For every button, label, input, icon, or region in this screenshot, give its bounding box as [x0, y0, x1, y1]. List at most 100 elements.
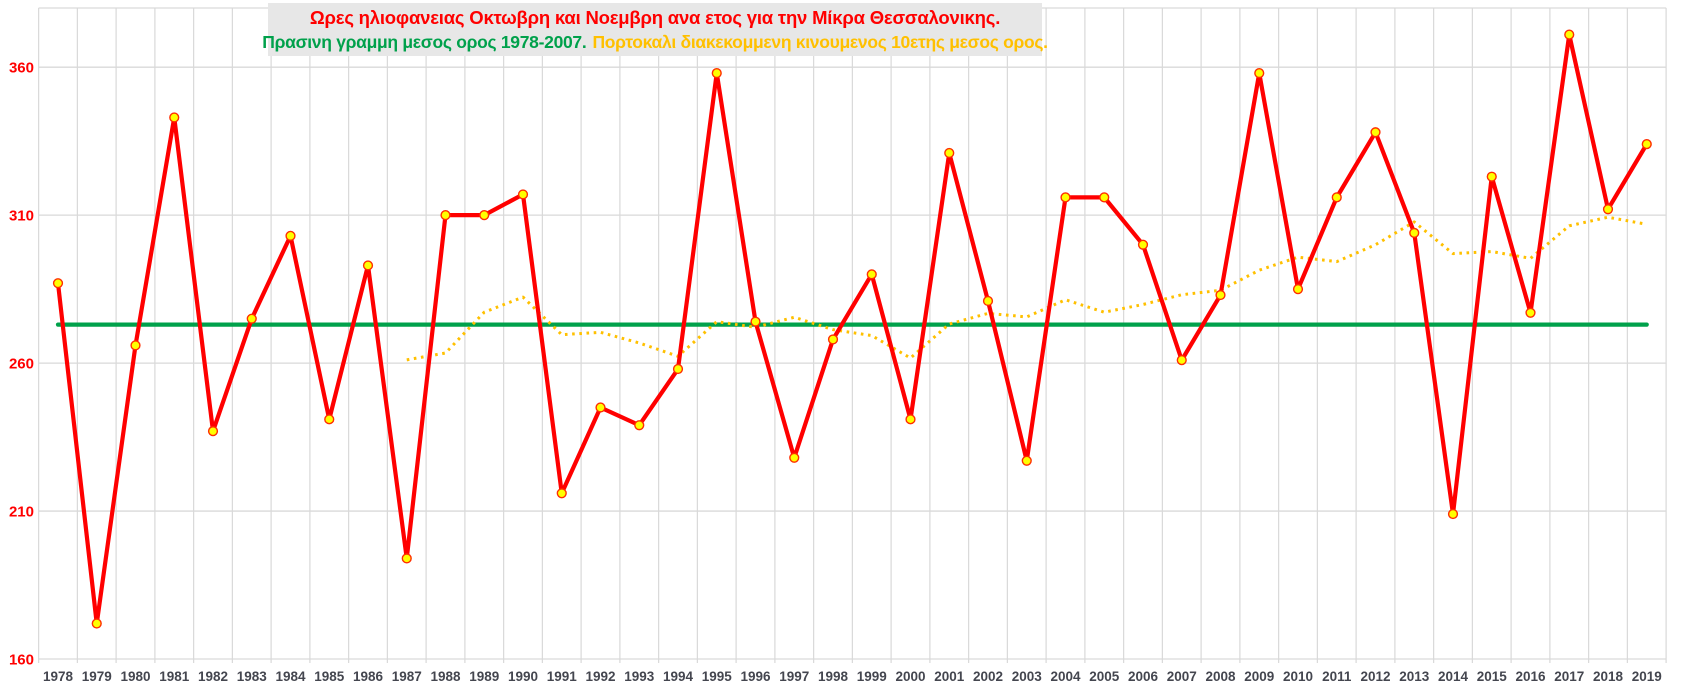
x-tick-2001: 2001	[934, 669, 965, 684]
x-tick-2010: 2010	[1283, 669, 1313, 684]
data-point-2016	[1525, 307, 1536, 318]
x-tick-1995: 1995	[702, 669, 733, 684]
data-point-1996	[750, 316, 761, 327]
chart-title-line2: Πρασινη γραμμη μεσος ορος 1978-2007. Πορτ…	[262, 30, 1048, 54]
x-tick-2017: 2017	[1554, 669, 1584, 684]
x-tick-1980: 1980	[120, 669, 150, 684]
x-tick-2003: 2003	[1012, 669, 1043, 684]
x-tick-1983: 1983	[237, 669, 268, 684]
x-tick-2015: 2015	[1477, 669, 1508, 684]
y-tick-260: 260	[9, 356, 34, 373]
x-tick-1994: 1994	[663, 669, 694, 684]
x-tick-1998: 1998	[818, 669, 849, 684]
x-tick-1981: 1981	[159, 669, 190, 684]
x-axis-labels: 1978 1979 1980 1981 1982 1983 1984 1985 1986 1987…	[43, 669, 1662, 684]
x-tick-2019: 2019	[1632, 669, 1662, 684]
x-tick-2005: 2005	[1089, 669, 1120, 684]
x-tick-2018: 2018	[1593, 669, 1624, 684]
chart-title-line1: Ωρες ηλιοφανειας Οκτωβρη και Νοεμβρη ανα…	[309, 7, 1001, 28]
x-tick-1993: 1993	[624, 669, 655, 684]
data-point-1997	[789, 452, 800, 463]
data-point-2005	[1099, 192, 1110, 203]
data-point-1979	[91, 618, 102, 629]
data-point-1990	[517, 189, 529, 200]
data-point-1987	[401, 553, 412, 564]
x-tick-2012: 2012	[1360, 669, 1390, 684]
data-point-1986	[362, 260, 374, 271]
y-tick-360: 360	[9, 60, 34, 77]
data-point-1981	[169, 112, 180, 123]
y-axis-labels: 160 210 260 310 360	[9, 60, 34, 669]
moving-average-line	[406, 215, 1648, 362]
chart-title-orange-part: Πορτοκαλι διακεκομμενη κινουμενος 10ετης…	[592, 32, 1048, 52]
y-tick-310: 310	[9, 208, 34, 225]
data-point-1995	[711, 67, 722, 79]
data-point-2010	[1292, 284, 1304, 295]
y-tick-210: 210	[9, 504, 34, 521]
data-point-2001	[944, 147, 955, 159]
x-tick-1985: 1985	[314, 669, 345, 684]
x-tick-1996: 1996	[740, 669, 771, 684]
data-point-2000	[905, 414, 916, 425]
data-point-2014	[1447, 508, 1459, 520]
data-point-1999	[866, 269, 877, 280]
x-tick-2011: 2011	[1322, 669, 1352, 684]
data-point-2017	[1564, 29, 1575, 40]
y-tick-160: 160	[9, 652, 34, 669]
x-tick-1984: 1984	[275, 669, 306, 684]
x-tick-2002: 2002	[973, 669, 1003, 684]
data-point-1993	[634, 420, 645, 431]
data-point-2008	[1215, 289, 1226, 301]
data-point-1992	[595, 402, 606, 413]
data-point-1989	[479, 210, 490, 221]
data-point-2009	[1254, 67, 1265, 79]
data-point-2003	[1021, 455, 1032, 466]
yearly-series-line	[55, 32, 1649, 626]
x-tick-1979: 1979	[82, 669, 112, 684]
x-tick-1992: 1992	[585, 669, 615, 684]
gridlines	[38, 7, 1667, 663]
chart-title-band: Ωρες ηλιοφανειας Οκτωβρη και Νοεμβρη ανα…	[262, 3, 1048, 56]
x-tick-2008: 2008	[1205, 669, 1236, 684]
x-tick-2009: 2009	[1244, 669, 1274, 684]
x-tick-1997: 1997	[779, 669, 809, 684]
x-tick-1978: 1978	[43, 669, 74, 684]
data-point-1988	[440, 210, 451, 221]
data-point-2018	[1602, 204, 1614, 215]
x-tick-1991: 1991	[547, 669, 578, 684]
x-tick-2014: 2014	[1438, 669, 1469, 684]
data-point-1983	[246, 313, 257, 324]
x-tick-1989: 1989	[469, 669, 499, 684]
data-point-2007	[1176, 355, 1187, 366]
x-tick-1987: 1987	[392, 669, 422, 684]
data-point-1980	[130, 340, 141, 351]
data-point-1985	[324, 414, 335, 425]
data-point-2002	[982, 295, 994, 307]
data-point-1994	[672, 363, 684, 375]
data-point-1978	[52, 278, 64, 289]
x-tick-1988: 1988	[430, 669, 461, 684]
data-point-1982	[207, 426, 219, 437]
data-point-1984	[285, 230, 296, 241]
data-point-2004	[1060, 192, 1071, 203]
x-tick-2004: 2004	[1050, 669, 1081, 684]
x-tick-1999: 1999	[857, 669, 887, 684]
data-point-2019	[1641, 139, 1652, 150]
x-tick-2013: 2013	[1399, 669, 1430, 684]
data-point-2011	[1331, 192, 1342, 203]
chart-title-green-part: Πρασινη γραμμη μεσος ορος 1978-2007.	[262, 32, 587, 52]
x-tick-2000: 2000	[895, 669, 925, 684]
data-point-1998	[827, 334, 839, 345]
x-tick-2016: 2016	[1515, 669, 1546, 684]
data-point-2012	[1370, 127, 1381, 138]
x-tick-2007: 2007	[1167, 669, 1197, 684]
data-point-2013	[1409, 227, 1420, 238]
data-point-1991	[556, 488, 567, 499]
yearly-series-markers	[52, 29, 1652, 629]
data-point-2015	[1486, 171, 1497, 182]
x-tick-1982: 1982	[198, 669, 228, 684]
x-tick-1990: 1990	[508, 669, 538, 684]
x-tick-1986: 1986	[353, 669, 384, 684]
